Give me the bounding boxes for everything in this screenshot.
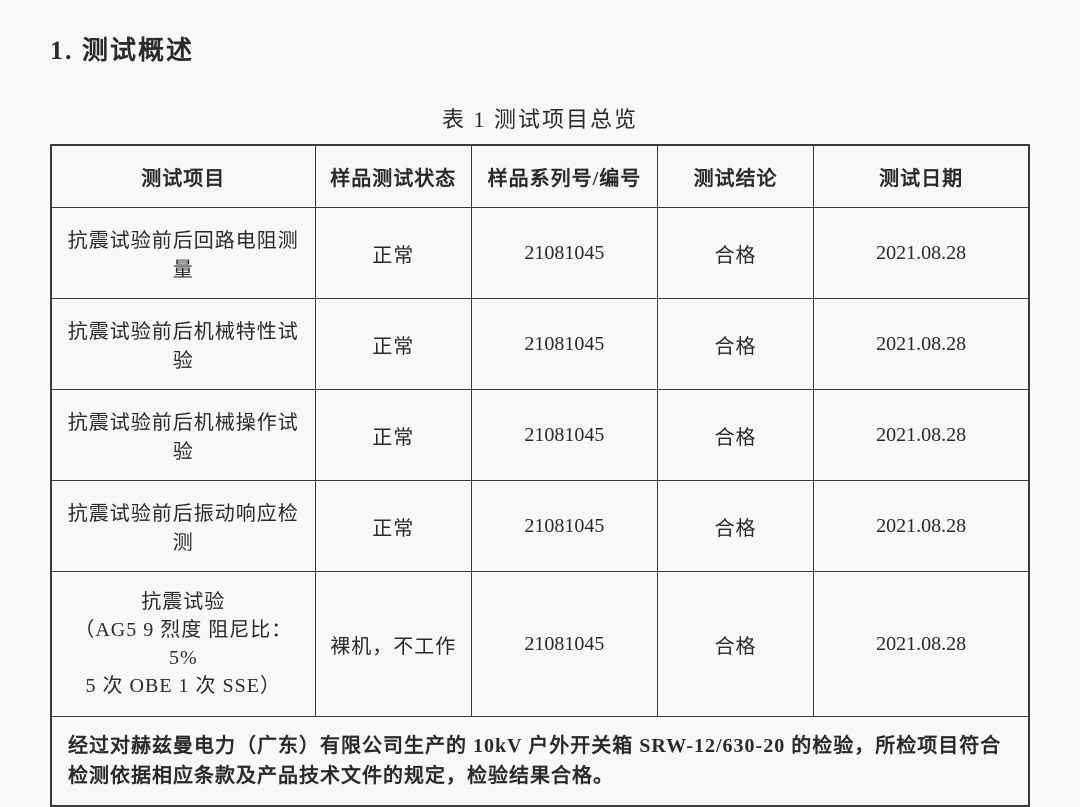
cell-date: 2021.08.28 [814,481,1029,572]
cell-result: 合格 [657,572,813,717]
cell-item: 抗震试验（AG5 9 烈度 阻尼比：5%5 次 OBE 1 次 SSE） [51,572,315,717]
table-body: 抗震试验前后回路电阻测量正常21081045合格2021.08.28抗震试验前后… [51,208,1029,717]
table-header-row: 测试项目 样品测试状态 样品系列号/编号 测试结论 测试日期 [51,145,1029,208]
cell-serial: 21081045 [472,390,658,481]
header-item: 测试项目 [51,145,315,208]
cell-result: 合格 [657,481,813,572]
table-footer-row: 经过对赫兹曼电力（广东）有限公司生产的 10kV 户外开关箱 SRW-12/63… [51,717,1029,807]
header-date: 测试日期 [814,145,1029,208]
cell-date: 2021.08.28 [814,208,1029,299]
header-serial: 样品系列号/编号 [472,145,658,208]
cell-serial: 21081045 [472,299,658,390]
cell-status: 正常 [315,390,471,481]
test-summary-table: 测试项目 样品测试状态 样品系列号/编号 测试结论 测试日期 抗震试验前后回路电… [50,144,1030,807]
table-row: 抗震试验前后机械特性试验正常21081045合格2021.08.28 [51,299,1029,390]
cell-status: 正常 [315,481,471,572]
table-caption: 表 1 测试项目总览 [50,102,1030,134]
section-heading: 1. 测试概述 [50,30,1030,67]
cell-status: 正常 [315,299,471,390]
cell-item: 抗震试验前后回路电阻测量 [51,208,315,299]
cell-serial: 21081045 [472,572,658,717]
header-status: 样品测试状态 [315,145,471,208]
cell-result: 合格 [657,390,813,481]
cell-date: 2021.08.28 [814,390,1029,481]
cell-item: 抗震试验前后机械特性试验 [51,299,315,390]
cell-status: 正常 [315,208,471,299]
cell-result: 合格 [657,208,813,299]
cell-item: 抗震试验前后机械操作试验 [51,390,315,481]
header-result: 测试结论 [657,145,813,208]
table-row: 抗震试验前后机械操作试验正常21081045合格2021.08.28 [51,390,1029,481]
table-footer-text: 经过对赫兹曼电力（广东）有限公司生产的 10kV 户外开关箱 SRW-12/63… [51,717,1029,807]
cell-status: 裸机，不工作 [315,572,471,717]
table-row: 抗震试验前后回路电阻测量正常21081045合格2021.08.28 [51,208,1029,299]
cell-serial: 21081045 [472,481,658,572]
table-row: 抗震试验（AG5 9 烈度 阻尼比：5%5 次 OBE 1 次 SSE）裸机，不… [51,572,1029,717]
cell-serial: 21081045 [472,208,658,299]
cell-result: 合格 [657,299,813,390]
cell-item: 抗震试验前后振动响应检测 [51,481,315,572]
cell-date: 2021.08.28 [814,572,1029,717]
table-row: 抗震试验前后振动响应检测正常21081045合格2021.08.28 [51,481,1029,572]
cell-date: 2021.08.28 [814,299,1029,390]
